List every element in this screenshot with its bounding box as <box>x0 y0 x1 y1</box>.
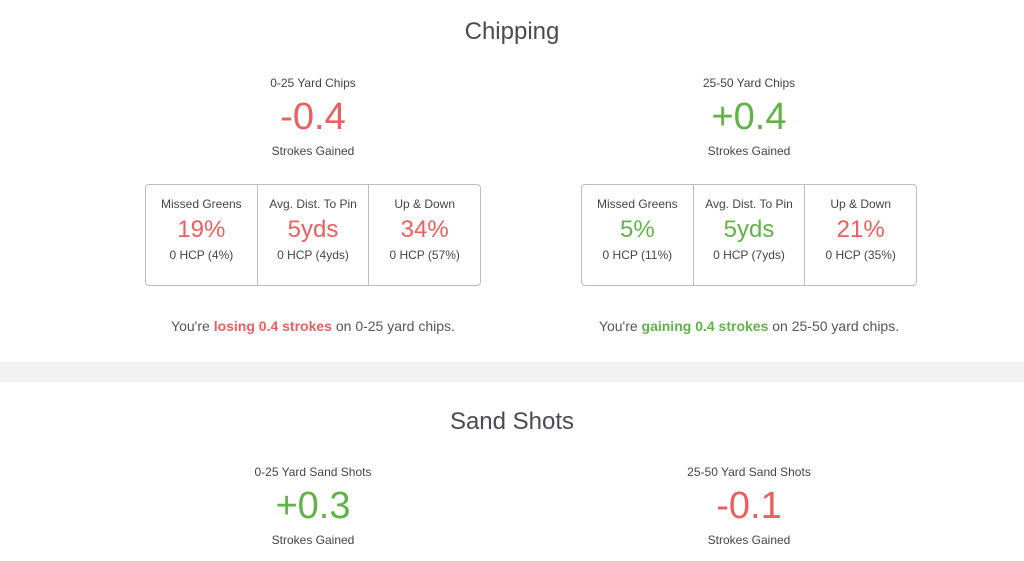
chips-0-25-stats: Missed Greens 19% 0 HCP (4%) Avg. Dist. … <box>145 184 481 286</box>
stat-hcp: 0 HCP (11%) <box>602 248 673 262</box>
chips-25-50-stats: Missed Greens 5% 0 HCP (11%) Avg. Dist. … <box>581 184 917 286</box>
summary-highlight: gaining 0.4 strokes <box>641 318 769 334</box>
stat-up-and-down: Up & Down 21% 0 HCP (35%) <box>805 185 916 285</box>
sand-0-25-label: 0-25 Yard Sand Shots <box>254 465 372 479</box>
stat-value: 5yds <box>723 216 775 243</box>
stat-hcp: 0 HCP (4%) <box>169 248 234 262</box>
summary-prefix: You're <box>598 318 642 334</box>
stat-missed-greens: Missed Greens 5% 0 HCP (11%) <box>582 185 694 285</box>
stat-avg-dist-to-pin: Avg. Dist. To Pin 5yds 0 HCP (7yds) <box>694 185 806 285</box>
sand-0-25-panel: 0-25 Yard Sand Shots +0.3 Strokes Gained <box>145 465 481 547</box>
sand-25-50-label: 25-50 Yard Sand Shots <box>687 465 811 479</box>
chips-0-25-summary: You're losing 0.4 strokes on 0-25 yard c… <box>145 318 481 334</box>
stat-value: 5% <box>619 216 655 243</box>
stat-value: 21% <box>836 216 885 243</box>
section-divider <box>0 362 1024 382</box>
stat-hcp: 0 HCP (7yds) <box>713 248 785 262</box>
summary-highlight: losing 0.4 strokes <box>213 318 332 334</box>
stat-avg-dist-to-pin: Avg. Dist. To Pin 5yds 0 HCP (4yds) <box>258 185 370 285</box>
chips-0-25-label: 0-25 Yard Chips <box>270 76 356 90</box>
summary-suffix: on 0-25 yard chips. <box>331 318 455 334</box>
sand-0-25-strokes-gained: +0.3 <box>275 485 351 527</box>
stat-value: 34% <box>400 216 449 243</box>
sand-25-50-panel: 25-50 Yard Sand Shots -0.1 Strokes Gaine… <box>581 465 917 547</box>
chips-25-50-strokes-gained-label: Strokes Gained <box>707 144 791 158</box>
stat-label: Avg. Dist. To Pin <box>705 197 793 211</box>
chips-0-25-strokes-gained-label: Strokes Gained <box>271 144 355 158</box>
sand-25-50-strokes-gained-label: Strokes Gained <box>707 533 791 547</box>
stat-hcp: 0 HCP (4yds) <box>277 248 349 262</box>
stat-label: Avg. Dist. To Pin <box>269 197 357 211</box>
sand-shots-section: Sand Shots 0-25 Yard Sand Shots +0.3 Str… <box>0 382 1024 561</box>
chips-25-50-panel: 25-50 Yard Chips +0.4 Strokes Gained Mis… <box>581 76 917 334</box>
stat-missed-greens: Missed Greens 19% 0 HCP (4%) <box>146 185 258 285</box>
chips-25-50-label: 25-50 Yard Chips <box>702 76 796 90</box>
chipping-title: Chipping <box>464 18 560 45</box>
chips-25-50-summary: You're gaining 0.4 strokes on 25-50 yard… <box>581 318 917 334</box>
chips-0-25-panel: 0-25 Yard Chips -0.4 Strokes Gained Miss… <box>145 76 481 334</box>
stat-label: Up & Down <box>830 197 892 211</box>
stat-label: Up & Down <box>394 197 456 211</box>
sand-shots-title: Sand Shots <box>449 408 575 435</box>
summary-suffix: on 25-50 yard chips. <box>768 318 900 334</box>
stat-label: Missed Greens <box>596 197 678 211</box>
sand-0-25-strokes-gained-label: Strokes Gained <box>271 533 355 547</box>
stat-value: 5yds <box>287 216 339 243</box>
stat-up-and-down: Up & Down 34% 0 HCP (57%) <box>369 185 480 285</box>
summary-prefix: You're <box>171 318 214 334</box>
stat-value: 19% <box>177 216 226 243</box>
chips-0-25-strokes-gained: -0.4 <box>280 96 346 138</box>
chips-25-50-strokes-gained: +0.4 <box>711 96 787 138</box>
stat-hcp: 0 HCP (35%) <box>825 248 896 262</box>
chipping-section: Chipping 0-25 Yard Chips -0.4 Strokes Ga… <box>145 18 917 334</box>
stat-hcp: 0 HCP (57%) <box>389 248 460 262</box>
stat-label: Missed Greens <box>160 197 242 211</box>
sand-25-50-strokes-gained: -0.1 <box>716 485 782 527</box>
